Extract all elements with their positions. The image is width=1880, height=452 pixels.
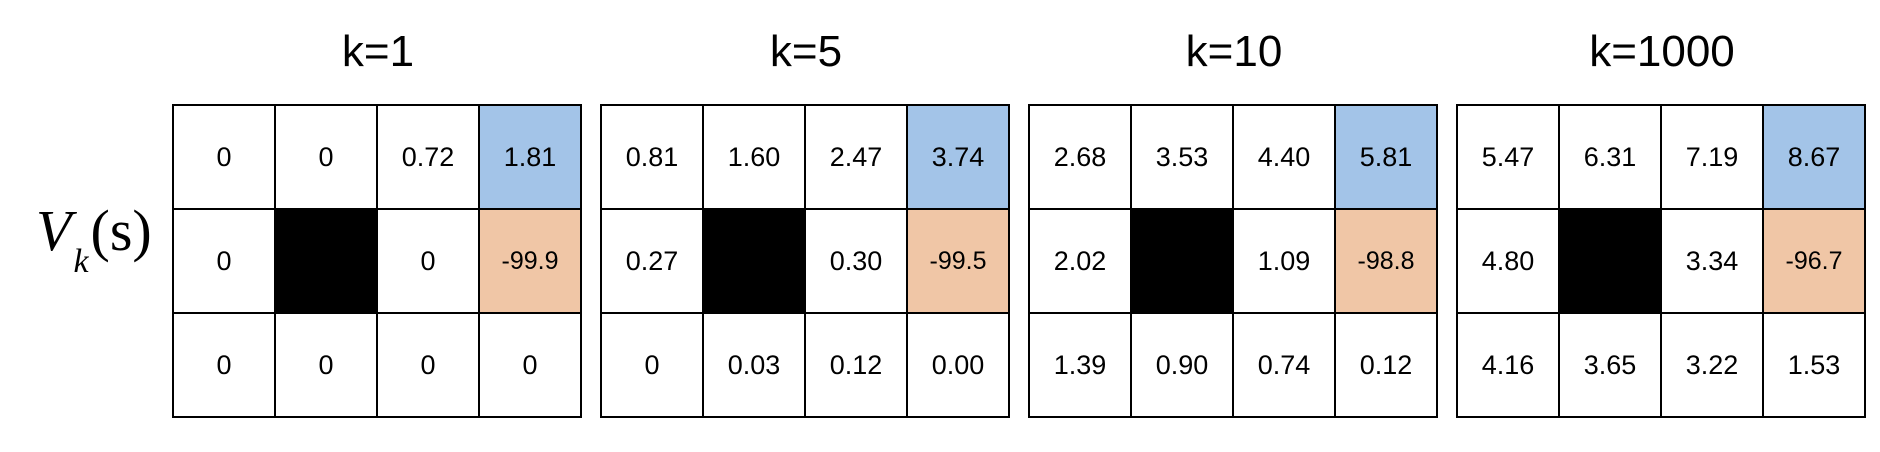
value-cell: 0.72: [378, 106, 480, 210]
panel-title: k=10: [1185, 27, 1283, 76]
value-cell: 0.03: [704, 314, 806, 418]
value-subscript: k: [73, 243, 89, 280]
goal-cell: 3.74: [908, 106, 1010, 210]
value-symbol: V: [36, 198, 72, 263]
value-cell: 6.31: [1560, 106, 1662, 210]
gridworld: 2.68 3.53 4.40 5.81 2.02 1.09 -98.8 1.39 0.90 0.7…: [1028, 104, 1438, 418]
gridworld: 5.47 6.31 7.19 8.67 4.80 3.34 -96.7 4.16 3.65 3.2…: [1456, 104, 1866, 418]
value-cell: 0: [276, 106, 378, 210]
value-cell: 2.47: [806, 106, 908, 210]
value-cell: 0.30: [806, 210, 908, 314]
value-cell: 0.00: [908, 314, 1010, 418]
value-cell: 1.09: [1234, 210, 1336, 314]
goal-cell: 5.81: [1336, 106, 1438, 210]
panel-title: k=1: [341, 27, 415, 76]
gridworld: 0 0 0.72 1.81 0 0 -99.9 0 0 0 0: [172, 104, 582, 418]
value-cell: 3.65: [1560, 314, 1662, 418]
wall-cell: [276, 210, 378, 314]
value-cell: 4.16: [1458, 314, 1560, 418]
trap-cell: -99.5: [908, 210, 1010, 314]
value-argument: (s): [90, 198, 152, 263]
value-function-label: Vk(s): [36, 196, 152, 280]
value-cell: 0: [174, 210, 276, 314]
value-cell: 0: [378, 210, 480, 314]
value-cell: 1.53: [1764, 314, 1866, 418]
value-cell: 2.68: [1030, 106, 1132, 210]
goal-cell: 1.81: [480, 106, 582, 210]
value-cell: 4.40: [1234, 106, 1336, 210]
value-cell: 3.34: [1662, 210, 1764, 314]
trap-cell: -98.8: [1336, 210, 1438, 314]
value-cell: 0.74: [1234, 314, 1336, 418]
value-cell: 0: [174, 106, 276, 210]
value-cell: 0.12: [1336, 314, 1438, 418]
value-cell: 4.80: [1458, 210, 1560, 314]
trap-cell: -99.9: [480, 210, 582, 314]
value-cell: 5.47: [1458, 106, 1560, 210]
value-cell: 0.27: [602, 210, 704, 314]
value-cell: 0: [378, 314, 480, 418]
panel-title: k=1000: [1589, 27, 1735, 76]
value-cell: 1.39: [1030, 314, 1132, 418]
value-cell: 0: [602, 314, 704, 418]
goal-cell: 8.67: [1764, 106, 1866, 210]
value-cell: 0: [174, 314, 276, 418]
value-cell: 0: [276, 314, 378, 418]
value-cell: 0.90: [1132, 314, 1234, 418]
wall-cell: [1560, 210, 1662, 314]
wall-cell: [704, 210, 806, 314]
value-cell: 0: [480, 314, 582, 418]
value-cell: 1.60: [704, 106, 806, 210]
gridworld: 0.81 1.60 2.47 3.74 0.27 0.30 -99.5 0 0.03 0.12 0.…: [600, 104, 1010, 418]
value-cell: 7.19: [1662, 106, 1764, 210]
value-cell: 0.12: [806, 314, 908, 418]
value-cell: 3.22: [1662, 314, 1764, 418]
value-cell: 2.02: [1030, 210, 1132, 314]
value-cell: 0.81: [602, 106, 704, 210]
wall-cell: [1132, 210, 1234, 314]
value-cell: 3.53: [1132, 106, 1234, 210]
panel-title: k=5: [769, 27, 843, 76]
trap-cell: -96.7: [1764, 210, 1866, 314]
